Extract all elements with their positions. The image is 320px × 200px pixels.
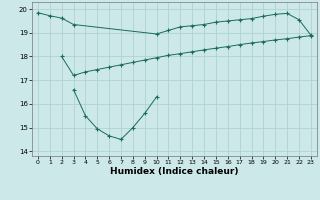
- X-axis label: Humidex (Indice chaleur): Humidex (Indice chaleur): [110, 167, 239, 176]
